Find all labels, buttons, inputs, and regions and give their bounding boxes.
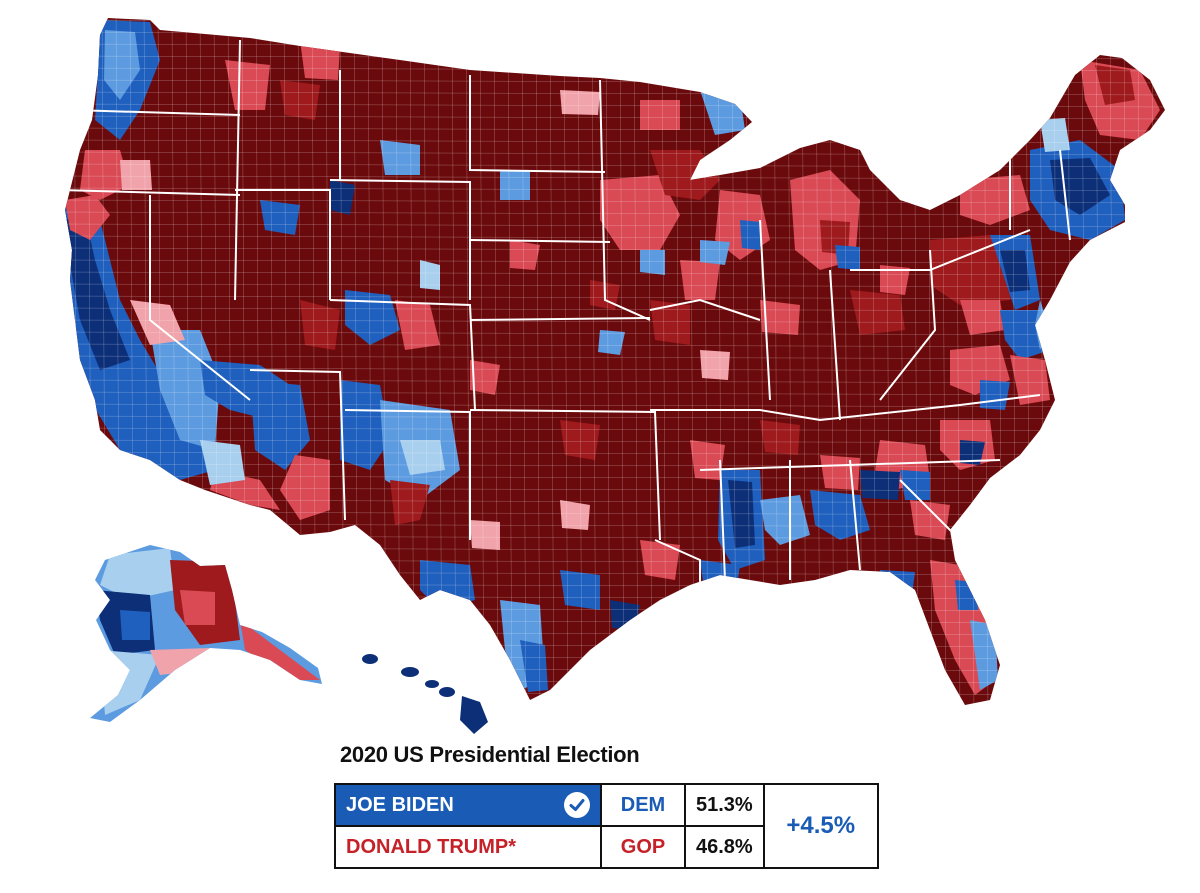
party-gop: GOP bbox=[600, 825, 686, 869]
check-circle-icon bbox=[564, 792, 590, 818]
candidate-cell-trump: DONALD TRUMP* bbox=[334, 825, 602, 869]
legend-title: 2020 US Presidential Election bbox=[340, 742, 640, 767]
us-county-map bbox=[65, 18, 1165, 734]
hawaii-counties bbox=[362, 654, 488, 734]
candidate-name-biden: JOE BIDEN bbox=[346, 793, 454, 816]
results-row-trump: DONALD TRUMP* GOP 46.8% bbox=[334, 825, 878, 869]
map-canvas bbox=[65, 18, 1165, 734]
results-table: JOE BIDEN DEM 51.3% +4.5% DONALD TRUMP* … bbox=[334, 783, 879, 869]
pct-biden: 51.3% bbox=[684, 783, 765, 827]
pct-trump: 46.8% bbox=[684, 825, 765, 869]
margin-value: +4.5% bbox=[762, 783, 879, 869]
candidate-cell-biden: JOE BIDEN bbox=[334, 783, 602, 827]
candidate-name-trump: DONALD TRUMP* bbox=[346, 835, 516, 858]
party-dem: DEM bbox=[600, 783, 686, 827]
results-row-biden: JOE BIDEN DEM 51.3% +4.5% bbox=[334, 783, 879, 869]
alaska-counties bbox=[90, 545, 322, 722]
state-borders bbox=[65, 39, 1071, 600]
